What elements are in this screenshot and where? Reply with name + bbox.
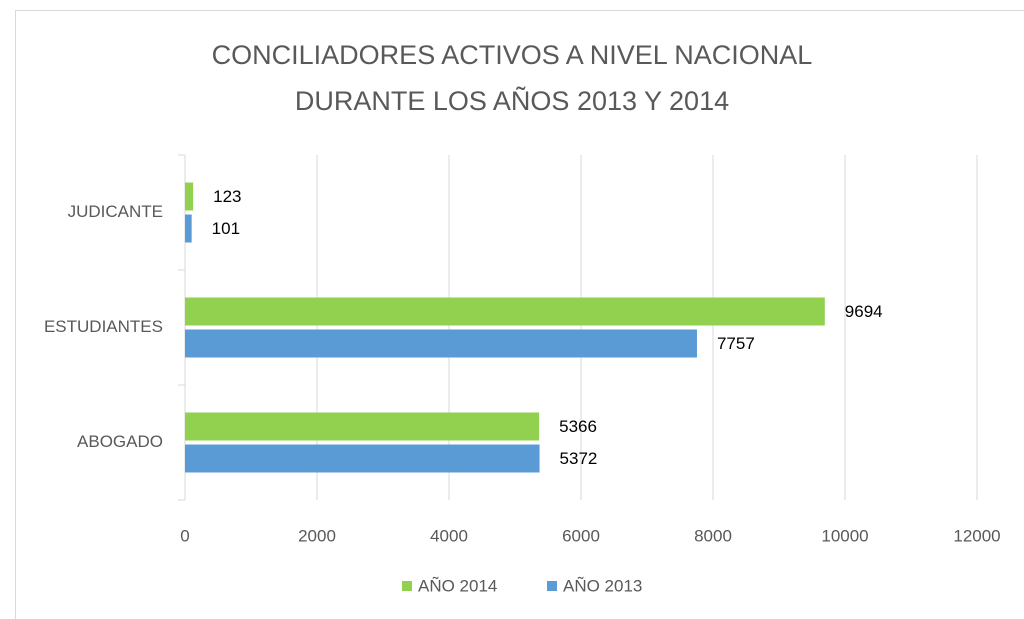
data-label: 101 [212, 219, 240, 238]
bar [185, 329, 697, 358]
legend-swatch [402, 581, 412, 591]
legend-label: AÑO 2013 [563, 576, 642, 595]
x-tick-label: 8000 [694, 526, 732, 545]
bar [185, 182, 194, 211]
legend-label: AÑO 2014 [418, 576, 497, 595]
x-tick-label: 6000 [562, 526, 600, 545]
x-tick-label: 4000 [430, 526, 468, 545]
data-label: 9694 [845, 302, 883, 321]
chart-title: DURANTE LOS AÑOS 2013 Y 2014 [295, 85, 729, 116]
x-tick-label: 10000 [821, 526, 868, 545]
x-tick-label: 2000 [298, 526, 336, 545]
data-label: 7757 [717, 334, 755, 353]
data-label: 5372 [560, 449, 598, 468]
y-tick-label: ESTUDIANTES [44, 317, 163, 336]
y-tick-label: JUDICANTE [68, 202, 163, 221]
bar [185, 214, 192, 243]
x-tick-label: 12000 [953, 526, 1000, 545]
x-tick-label: 0 [180, 526, 189, 545]
bar [185, 297, 825, 326]
bar [185, 444, 540, 473]
data-label: 5366 [559, 417, 597, 436]
bar [185, 412, 540, 441]
y-tick-label: ABOGADO [77, 432, 163, 451]
data-label: 123 [213, 187, 241, 206]
chart-title: CONCILIADORES ACTIVOS A NIVEL NACIONAL [212, 40, 813, 70]
legend-swatch [547, 581, 557, 591]
